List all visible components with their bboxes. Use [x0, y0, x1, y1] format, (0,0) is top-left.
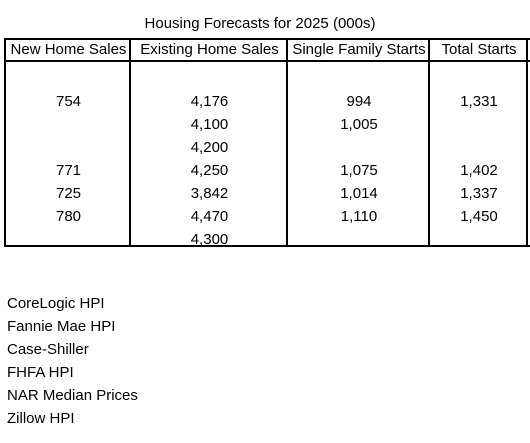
- header-total-starts[interactable]: Total Starts: [441, 41, 517, 58]
- table-cell[interactable]: 1,331: [460, 93, 498, 110]
- table-cell[interactable]: 3,842: [190, 185, 229, 202]
- header-new-home-sales[interactable]: New Home Sales: [10, 41, 127, 58]
- list-item[interactable]: CoreLogic HPI: [7, 295, 105, 312]
- table-cell[interactable]: 4,300: [190, 231, 229, 248]
- table-header-row: New Home Sales Existing Home Sales Singl…: [6, 40, 530, 62]
- header-single-family-starts[interactable]: Single Family Starts: [292, 41, 426, 58]
- table-cell[interactable]: 4,100: [190, 116, 229, 133]
- list-item[interactable]: Case-Shiller: [7, 341, 89, 358]
- forecast-table: New Home Sales Existing Home Sales Singl…: [4, 38, 530, 248]
- column-existing-home-sales: [131, 40, 288, 245]
- table-cell[interactable]: 1,110: [340, 208, 378, 225]
- table-cell[interactable]: 1,337: [460, 185, 498, 202]
- table-cell[interactable]: 4,176: [190, 93, 229, 110]
- table-cell[interactable]: 1,014: [340, 185, 378, 202]
- table-cell[interactable]: 994: [346, 93, 372, 110]
- table-cell[interactable]: 4,200: [190, 139, 229, 156]
- table-cell[interactable]: 725: [55, 185, 82, 202]
- hpi-source-list: CoreLogic HPI Fannie Mae HPI Case-Shille…: [7, 292, 138, 430]
- table-cell[interactable]: 1,402: [460, 162, 498, 179]
- table-cell[interactable]: 1,005: [340, 116, 378, 133]
- table-cell[interactable]: 4,250: [190, 162, 229, 179]
- list-item[interactable]: Zillow HPI: [7, 410, 75, 427]
- table-cell[interactable]: 1,450: [460, 208, 498, 225]
- table-title: Housing Forecasts for 2025 (000s): [144, 15, 376, 32]
- list-item[interactable]: FHFA HPI: [7, 364, 74, 381]
- list-item[interactable]: Fannie Mae HPI: [7, 318, 116, 335]
- table-cell[interactable]: 1,075: [340, 162, 378, 179]
- column-total-starts: [430, 40, 528, 245]
- table-cell[interactable]: 771: [55, 162, 82, 179]
- list-item[interactable]: NAR Median Prices: [7, 387, 138, 404]
- column-new-home-sales: [6, 40, 131, 245]
- column-single-family-starts: [288, 40, 430, 245]
- table-cell[interactable]: 754: [55, 93, 82, 110]
- table-cell[interactable]: 4,470: [190, 208, 229, 225]
- header-existing-home-sales[interactable]: Existing Home Sales: [140, 41, 279, 58]
- table-cell[interactable]: 780: [55, 208, 82, 225]
